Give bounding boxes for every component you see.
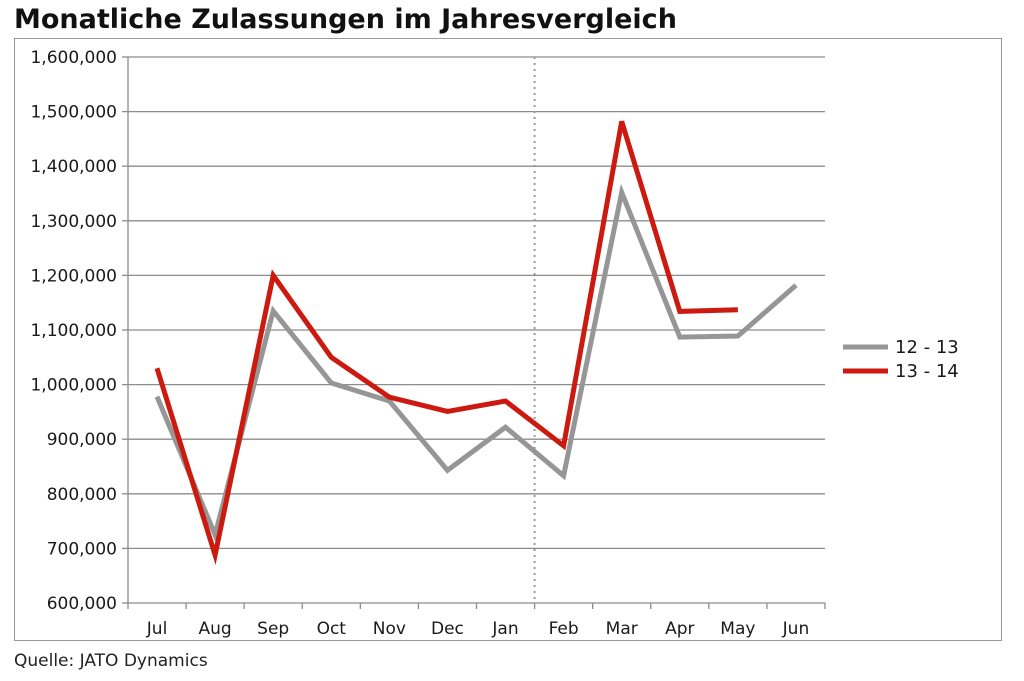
y-tick-label: 1,300,000 [30,212,117,232]
x-tick-label: Jul [146,619,168,639]
y-tick-label: 1,100,000 [30,321,117,341]
x-tick-label: Apr [665,619,694,639]
x-tick-label: Aug [199,619,232,639]
x-tick-label: Nov [373,619,406,639]
x-tick-label: Feb [549,619,579,639]
chart-frame [14,38,1002,641]
y-tick-label: 1,200,000 [30,266,117,286]
legend-label-2: 13 - 14 [895,361,959,382]
x-tick-label: Oct [317,619,347,639]
y-tick-label: 1,600,000 [30,48,117,68]
series-line-2 [154,120,738,565]
x-tick-label: Jan [491,619,518,639]
x-tick-label: Jun [782,619,810,639]
series-lines [154,120,798,565]
x-tick-label: Sep [257,619,289,639]
series-line-1 [154,183,798,543]
source-note: Quelle: JATO Dynamics [14,651,208,671]
grid-lines [128,56,825,550]
y-tick-label: 600,000 [47,594,117,614]
y-tick-label: 700,000 [47,539,117,559]
legend: 12 - 13 13 - 14 [843,337,959,382]
legend-label-1: 12 - 13 [895,337,959,358]
x-tick-label: Mar [606,619,638,639]
y-tick-label: 1,400,000 [30,157,117,177]
x-tick-label: Dec [431,619,464,639]
axes: 600,000 700,000 800,000 900,000 1,000,000 1,1… [30,48,826,639]
chart-title: Monatliche Zulassungen im Jahresvergleic… [14,4,677,35]
y-tick-label: 900,000 [47,430,117,450]
x-tick-label: May [720,619,755,639]
y-tick-label: 1,000,000 [30,376,117,396]
y-tick-label: 1,500,000 [30,103,117,123]
y-tick-label: 800,000 [47,485,117,505]
